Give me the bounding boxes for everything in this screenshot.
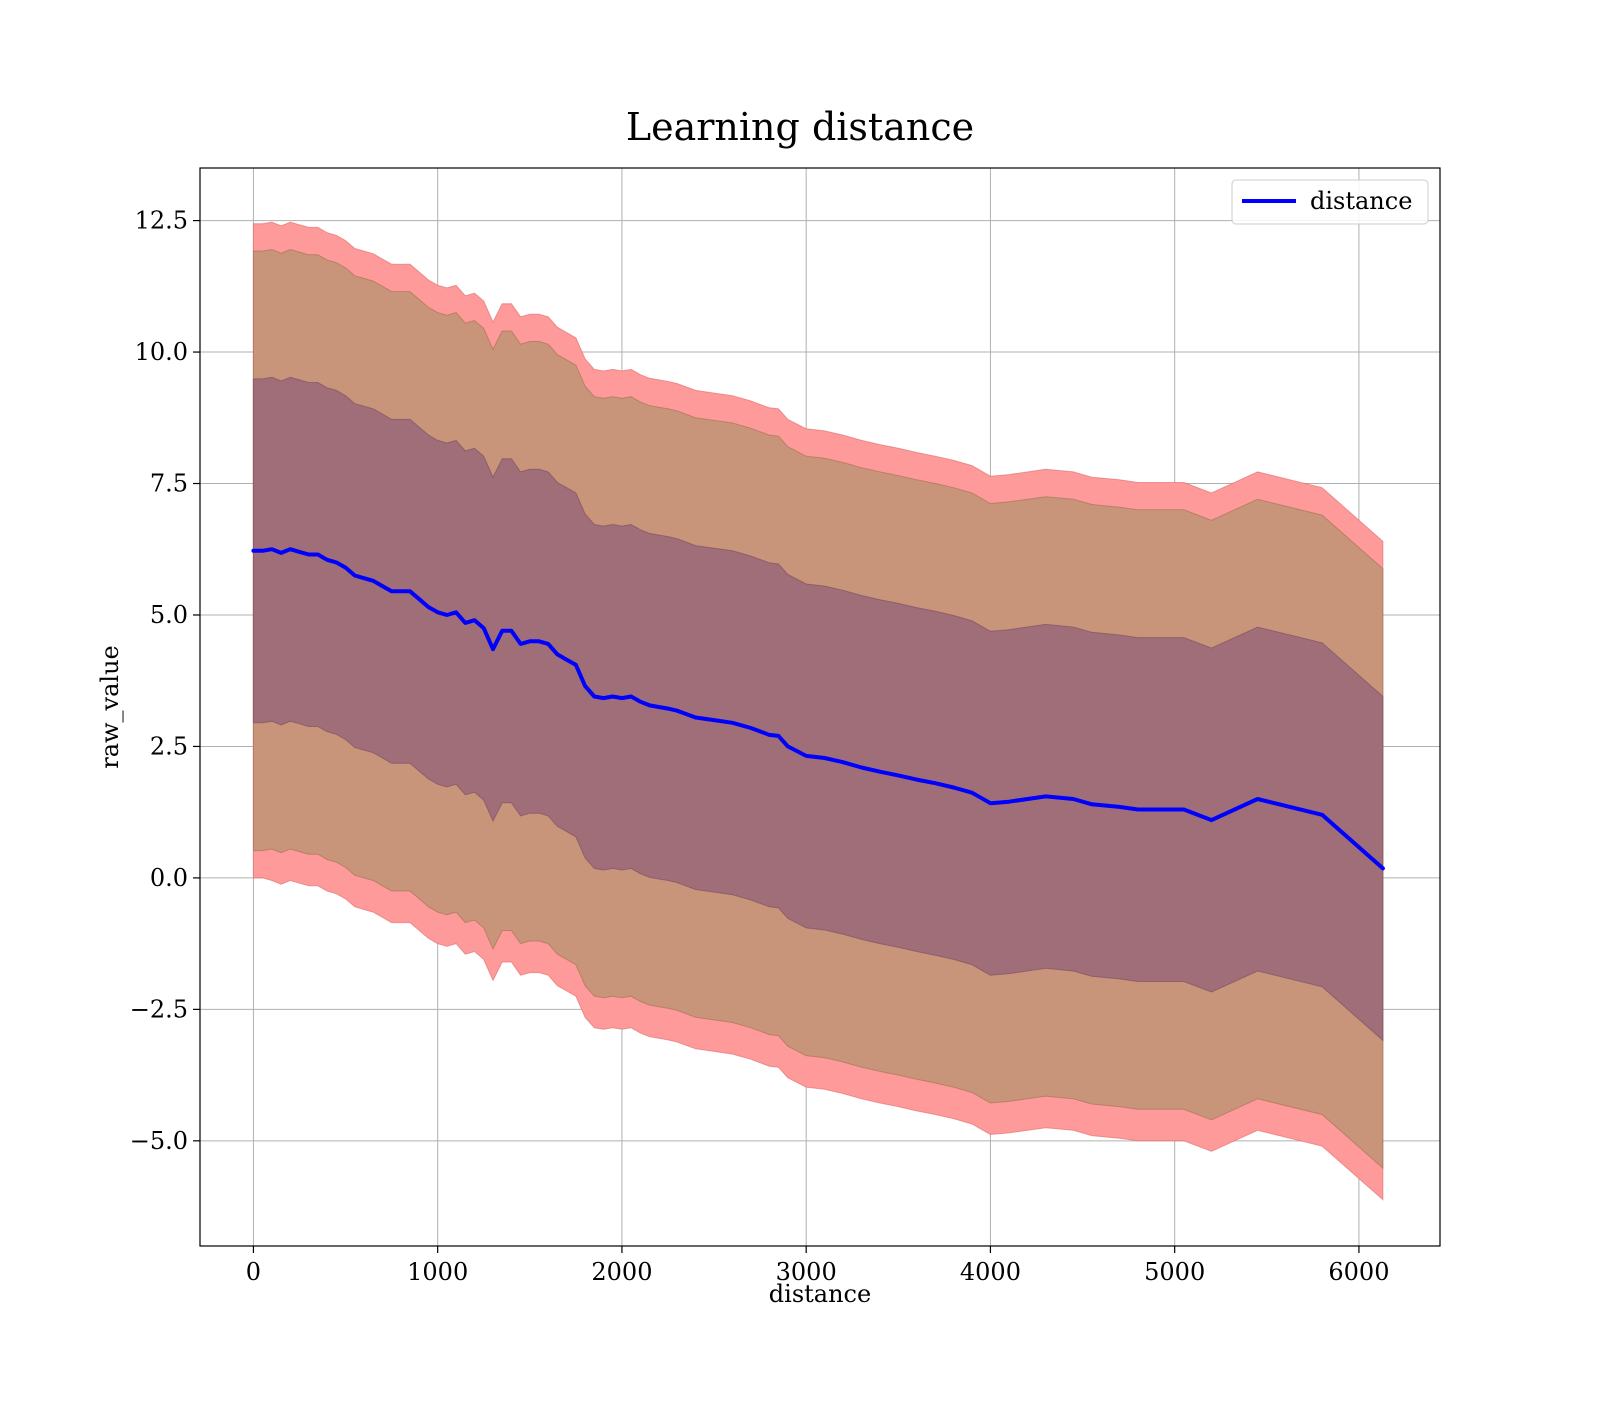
- x-tick-label: 4000: [960, 1258, 1021, 1286]
- y-tick-label: 5.0: [150, 601, 188, 629]
- band-inner: [252, 376, 1384, 1042]
- x-axis-label: distance: [769, 1280, 871, 1308]
- y-tick-label: 0.0: [150, 864, 188, 892]
- chart-title: Learning distance: [626, 105, 974, 149]
- x-axis-ticks: 0 1000 2000 3000 4000 5000 6000: [246, 1246, 1389, 1286]
- legend-label-distance: distance: [1310, 187, 1412, 215]
- y-tick-label: 7.5: [150, 470, 188, 498]
- y-axis-ticks: −5.0 −2.5 0.0 2.5 5.0 7.5 10.0 12.5: [130, 207, 200, 1155]
- series-lines: [251, 547, 1385, 871]
- x-tick-label: 5000: [1144, 1258, 1205, 1286]
- x-tick-label: 0: [246, 1258, 261, 1286]
- y-tick-label: 2.5: [150, 732, 188, 760]
- plot-frame: [199, 167, 1441, 1247]
- series-line-distance: [251, 547, 1385, 871]
- y-tick-label: −5.0: [130, 1127, 188, 1155]
- x-tick-label: 1000: [407, 1258, 468, 1286]
- x-tick-label: 3000: [776, 1258, 837, 1286]
- y-tick-label: 12.5: [135, 207, 188, 235]
- confidence-bands: [252, 221, 1384, 1201]
- y-tick-label: −2.5: [130, 995, 188, 1023]
- y-axis-label: raw_value: [96, 645, 124, 769]
- y-tick-label: 10.0: [135, 338, 188, 366]
- x-tick-label: 2000: [591, 1258, 652, 1286]
- legend-box: [1231, 179, 1429, 225]
- x-tick-label: 6000: [1328, 1258, 1389, 1286]
- legend: distance: [1231, 179, 1429, 225]
